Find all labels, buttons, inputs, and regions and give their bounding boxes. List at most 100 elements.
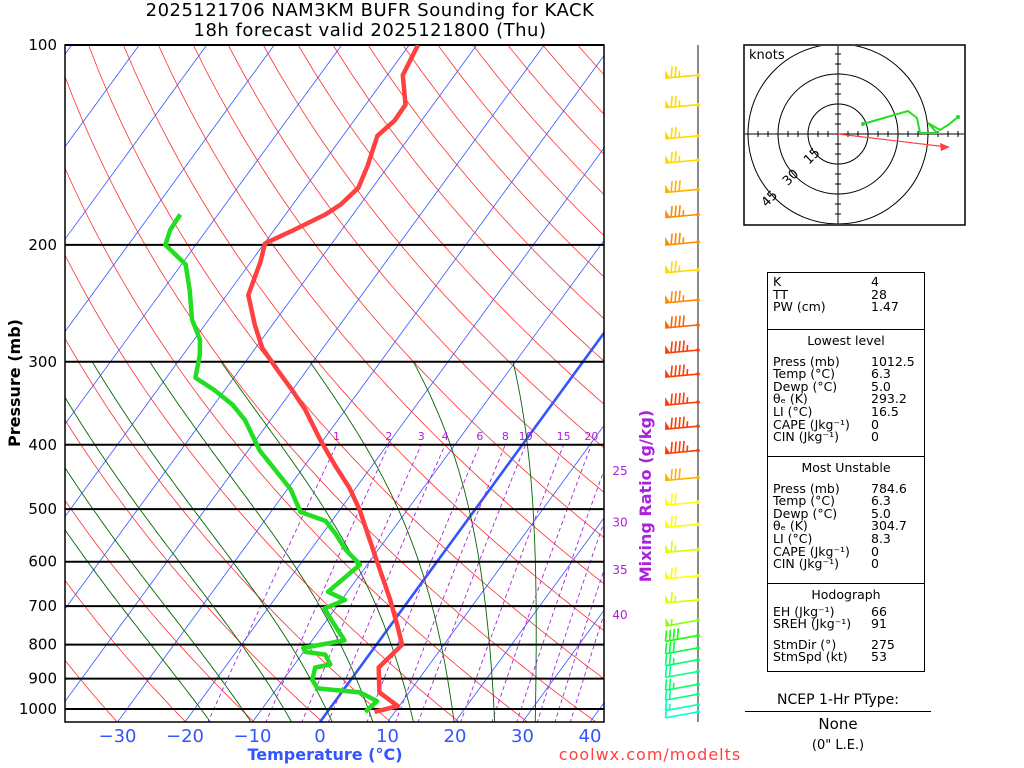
moist-adiabat-line (65, 528, 211, 722)
barb-staff (665, 599, 699, 604)
barb-half (682, 237, 685, 244)
dry-adiabat-line (332, 45, 604, 362)
barb-half (678, 131, 681, 138)
mixing-ratio-line (301, 444, 422, 722)
barb-staff (665, 268, 699, 274)
wind-barb (665, 66, 700, 79)
ptype-divider (745, 711, 931, 712)
stat-label: Dewp (°C) (773, 505, 838, 521)
barb-full (678, 232, 681, 244)
barb-half (678, 100, 681, 107)
moist-adiabat-line (413, 361, 496, 722)
barb-station-dot (696, 633, 700, 638)
lowest-level-row: Dewp (°C) 5.0 (773, 378, 924, 394)
barb-full (670, 591, 673, 603)
x-axis-label: Temperature (°C) (247, 745, 402, 764)
barb-full (670, 127, 673, 139)
barb-full (678, 180, 681, 192)
isotherm-line (65, 45, 478, 610)
barb-full (678, 441, 681, 453)
stat-label: θₑ (K) (773, 518, 808, 534)
barb-full (668, 653, 672, 666)
wind-barb (664, 699, 700, 712)
barb-pennant (665, 570, 671, 579)
barb-station-dot (696, 692, 700, 697)
hodograph-units-label: knots (749, 48, 785, 63)
stat-value: 0 (871, 556, 879, 572)
indices-section: K 4 TT 28 PW (cm) 1.47 (768, 273, 924, 330)
mixing-ratio-label: 10 (519, 430, 533, 443)
barb-pennant (665, 472, 671, 481)
hodograph-endpoint (861, 122, 865, 126)
wind-barb (665, 364, 700, 378)
stat-value: 4 (871, 274, 879, 289)
barb-pennant (665, 397, 671, 406)
barb-full (670, 151, 673, 163)
wind-barb (665, 151, 700, 164)
barb-half (674, 545, 677, 552)
most-unstable-row: Dewp (°C) 5.0 (773, 505, 924, 521)
barb-half (686, 421, 689, 428)
temperature-tick-label: −20 (166, 726, 204, 747)
barb-station-dot (696, 573, 700, 578)
wind-barb (665, 468, 700, 482)
pressure-tick-label: 600 (28, 553, 57, 571)
barb-full (682, 315, 685, 327)
stat-value: 304.7 (871, 518, 907, 534)
mixing-ratio-line (536, 521, 604, 722)
lowest-level-row: LI (°C) 16.5 (773, 405, 924, 419)
barb-full (670, 468, 673, 481)
barb-full (678, 392, 681, 404)
most-unstable-row: LI (°C) 8.3 (773, 532, 924, 546)
pressure-tick-label: 100 (28, 36, 57, 54)
stat-label: θₑ (K) (773, 391, 808, 407)
barb-pennant (665, 369, 671, 378)
barb-staff (665, 299, 699, 304)
barb-staff (665, 703, 699, 712)
stat-value: 0 (871, 416, 879, 432)
barb-full (678, 205, 681, 217)
helicity-row: SREH (Jkg⁻¹) 91 (773, 618, 924, 631)
dry-adiabat-line (65, 579, 187, 722)
lowest-level-row: CAPE (Jkg⁻¹) 0 (773, 416, 924, 432)
barb-staff (665, 241, 699, 246)
wind-barb (664, 628, 700, 643)
stat-label: StmSpd (kt) (773, 649, 848, 665)
barb-full (670, 316, 673, 328)
barb-station-dot (696, 598, 700, 602)
barb-station-dot (696, 682, 700, 687)
barb-full (670, 291, 673, 303)
stat-value: 0 (871, 543, 879, 559)
barb-pennant (665, 264, 671, 273)
stat-value: 5.0 (871, 378, 891, 394)
barb-full (678, 364, 681, 376)
barb-half (686, 344, 689, 352)
dewpoint-profile-line (163, 213, 380, 714)
barb-staff (665, 658, 699, 667)
moist-adiabat-line (91, 361, 333, 722)
barb-half (670, 618, 673, 626)
hodograph-trace (862, 109, 959, 134)
barb-station-dot (696, 702, 700, 707)
barb-full (674, 151, 677, 163)
wind-barb (665, 205, 700, 219)
credit-text: coolwx.com/modelts (559, 745, 741, 764)
lowest-level-heading: Lowest level (807, 333, 885, 348)
moist-adiabat-line (65, 396, 293, 722)
stat-value: 1012.5 (871, 353, 915, 369)
barb-staff (665, 188, 699, 194)
barb-full (664, 679, 668, 691)
barb-full (676, 628, 680, 640)
mixing-ratio-label: 2 (385, 430, 392, 443)
most-unstable-row: CIN (Jkg⁻¹) 0 (773, 558, 924, 571)
lowest-level-section: Lowest level Press (mb) 1012.5 Temp (°C) 6.3… (768, 330, 924, 457)
barb-full (670, 417, 673, 429)
hodograph-endpoint (956, 115, 960, 119)
dry-adiabat-line (262, 45, 604, 449)
dry-adiabat-line (65, 419, 323, 722)
plot-frame (64, 44, 605, 723)
barb-pennant (665, 130, 671, 139)
barb-full (678, 290, 681, 302)
stat-value: 1.47 (871, 299, 899, 315)
